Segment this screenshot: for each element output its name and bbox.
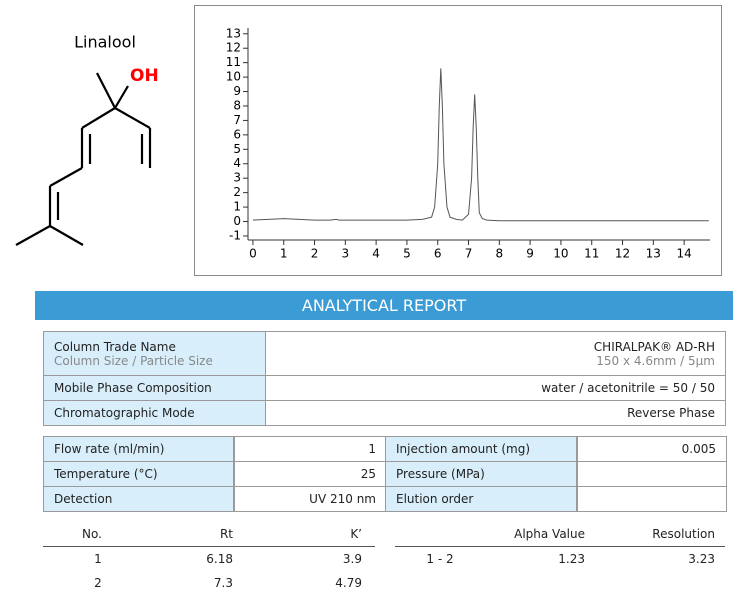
y-tick-label: -1 [229,228,241,242]
result-cell: 1 - 2 [426,552,454,566]
value-cell: 1 [233,436,387,462]
result-cell: 1 [94,552,102,566]
label: Mobile Phase Composition [54,381,212,395]
value: 25 [360,467,376,481]
label-cell: Column Trade Name Column Size / Particle… [43,331,266,376]
value-cell: CHIRALPAK® AD-RH 150 x 4.6mm / 5µm [265,331,726,376]
rule [395,546,725,547]
x-tick-label: 0 [249,247,257,261]
x-tick-label: 10 [553,247,568,261]
y-tick-label: 1 [233,200,241,214]
value: Reverse Phase [627,406,715,420]
x-tick-label: 5 [403,247,411,261]
value-cell: 25 [233,461,387,487]
result-cell: 2 [94,576,102,590]
label: Temperature (°C) [54,467,158,481]
rule [43,546,375,547]
value-cell: 0.005 [576,436,727,462]
label-cell: Temperature (°C) [43,461,235,487]
label-cell: Mobile Phase Composition [43,375,266,401]
value-cell [576,461,727,487]
y-tick-label: 6 [233,127,241,141]
y-tick-label: 0 [233,214,241,228]
label: Flow rate (ml/min) [54,442,165,456]
column-header: No. [82,527,102,541]
y-tick-label: 5 [233,142,241,156]
y-tick-label: 9 [233,84,241,98]
molecule-structure [15,72,152,246]
y-tick-label: 3 [233,171,241,185]
result-cell: 3.9 [342,552,362,566]
value: 0.005 [681,442,716,456]
label: Column Trade Name [54,339,176,354]
value-cell [576,486,727,512]
column-header: Resolution [652,527,715,541]
x-tick-label: 12 [615,247,630,261]
value-cell: Reverse Phase [265,400,726,426]
label: Chromatographic Mode [54,406,195,420]
y-tick-label: 11 [226,55,241,69]
result-cell: 4.79 [335,576,362,590]
label: Elution order [396,492,474,506]
molecule-name: Linalool [74,33,136,52]
y-tick-label: 8 [233,98,241,112]
value-cell: UV 210 nm [233,486,387,512]
x-tick-label: 14 [676,247,691,261]
column-header: K’ [350,527,362,541]
y-tick-label: 12 [226,41,241,55]
y-tick-label: 7 [233,113,241,127]
x-tick-label: 4 [372,247,380,261]
result-cell: 1.23 [558,552,585,566]
label: Injection amount (mg) [396,442,531,456]
label-cell: Chromatographic Mode [43,400,266,426]
y-tick-label: 13 [226,26,241,40]
value: water / acetonitrile = 50 / 50 [541,381,715,395]
x-tick-label: 6 [434,247,442,261]
value: UV 210 nm [309,492,376,506]
label: Detection [54,492,113,506]
molecule-group: OH [130,66,159,86]
y-tick-label: 2 [233,185,241,199]
x-tick-label: 1 [280,247,288,261]
label-cell: Elution order [385,486,578,512]
label-cell: Flow rate (ml/min) [43,436,235,462]
x-tick-label: 8 [496,247,504,261]
subvalue: 150 x 4.6mm / 5µm [596,353,715,368]
x-tick-label: 3 [342,247,350,261]
column-header: Alpha Value [514,527,585,541]
column-header: Rt [219,527,233,541]
x-tick-label: 2 [311,247,319,261]
value: 1 [368,442,376,456]
x-tick-label: 7 [465,247,473,261]
result-cell: 7.3 [213,576,233,590]
x-tick-label: 11 [584,247,599,261]
label-cell: Detection [43,486,235,512]
result-cell: 3.23 [688,552,715,566]
result-cell: 6.18 [206,552,233,566]
value-cell: water / acetonitrile = 50 / 50 [265,375,726,401]
x-tick-label: 13 [646,247,661,261]
value: CHIRALPAK® AD-RH [593,339,715,354]
chart-frame [194,5,722,276]
sublabel: Column Size / Particle Size [54,353,213,368]
label: Pressure (MPa) [396,467,485,481]
trace [252,68,709,222]
label-cell: Pressure (MPa) [385,461,578,487]
x-tick-label: 9 [526,247,534,261]
y-tick-label: 4 [233,156,241,170]
label-cell: Injection amount (mg) [385,436,578,462]
y-tick-label: 10 [226,70,241,84]
report-title: ANALYTICAL REPORT [35,291,733,320]
